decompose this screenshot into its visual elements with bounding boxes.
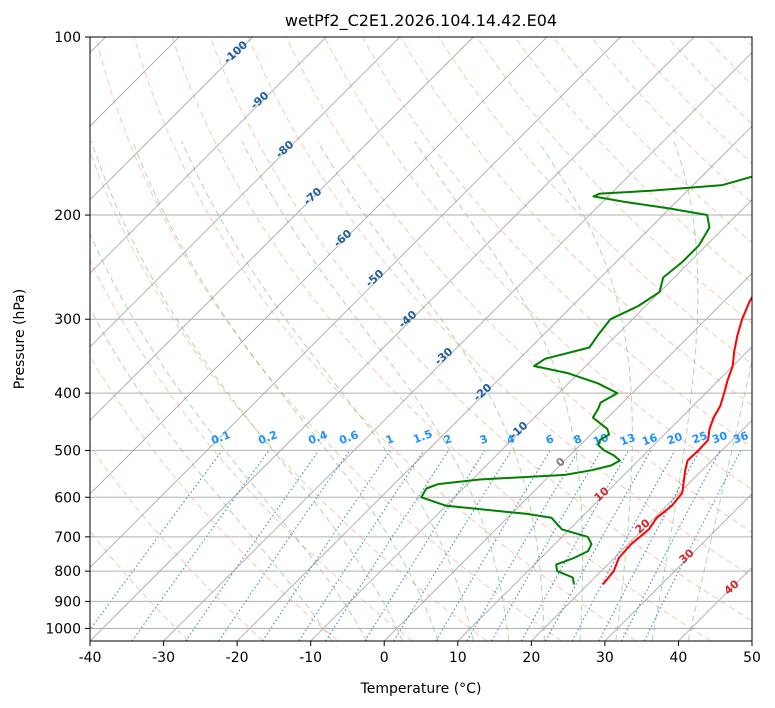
isotherm bbox=[90, 37, 254, 201]
isotherm bbox=[90, 37, 327, 274]
isotherm bbox=[90, 37, 401, 348]
isotherm bbox=[310, 198, 752, 641]
mixing-ratio-line bbox=[90, 450, 223, 631]
y-tick-label: 500 bbox=[54, 443, 81, 459]
mixing-ratio-label: 3 bbox=[478, 432, 490, 447]
isotherm bbox=[90, 37, 621, 569]
plot-frame bbox=[89, 36, 753, 642]
dry-adiabat bbox=[476, 37, 752, 324]
mixing-ratio-label: 4 bbox=[505, 432, 517, 447]
mixing-ratio-line bbox=[298, 450, 425, 641]
dry-adiabat bbox=[95, 37, 562, 641]
dry-adiabat bbox=[133, 37, 637, 641]
dry-adiabat bbox=[285, 37, 752, 534]
x-tick-label: -10 bbox=[299, 650, 322, 666]
dry-adiabat bbox=[171, 37, 712, 641]
isotherm bbox=[90, 37, 474, 422]
mixing-ratio-line bbox=[545, 450, 652, 641]
isotherm bbox=[457, 346, 752, 641]
dry-adiabat bbox=[90, 259, 413, 641]
mixing-ratio-label: 1 bbox=[384, 432, 396, 447]
mixing-ratio-label: 20 bbox=[665, 430, 684, 448]
dry-adiabat bbox=[514, 37, 752, 284]
dry-adiabat bbox=[247, 37, 752, 577]
y-tick-label: 200 bbox=[54, 208, 81, 224]
temperature-line bbox=[602, 295, 752, 585]
isotherm bbox=[90, 37, 548, 495]
y-tick-label: 600 bbox=[54, 490, 81, 506]
y-axis-ticks: 1000 900 800 700 600 500 400 300 200 100 bbox=[45, 30, 90, 637]
isotherm bbox=[604, 493, 752, 641]
x-tick-label: 50 bbox=[743, 650, 761, 666]
profile-lines bbox=[420, 175, 752, 585]
dry-adiabat bbox=[590, 37, 752, 204]
isotherm bbox=[751, 640, 752, 641]
mixing-ratio-label: 6 bbox=[544, 432, 556, 447]
x-tick-label: 10 bbox=[449, 650, 467, 666]
dewpoint-line bbox=[420, 175, 752, 585]
plot-background bbox=[90, 37, 752, 641]
isotherm bbox=[236, 125, 752, 641]
y-axis-label: Pressure (hPa) bbox=[12, 289, 28, 389]
dry-adiabat bbox=[324, 37, 752, 490]
isotherm bbox=[163, 51, 752, 641]
x-tick-label: -20 bbox=[226, 650, 249, 666]
x-tick-label: 40 bbox=[670, 650, 688, 666]
mixing-ratio-label: 36 bbox=[731, 429, 750, 447]
isotherm bbox=[90, 37, 695, 641]
mixing-ratio-line bbox=[393, 450, 512, 641]
mixing-ratio-line bbox=[325, 450, 450, 641]
isotherm bbox=[530, 419, 752, 641]
y-tick-label: 700 bbox=[54, 530, 81, 546]
y-tick-label: 1000 bbox=[45, 621, 81, 637]
mixing-ratio-label: 1.5 bbox=[411, 427, 434, 446]
mixing-ratio-line bbox=[643, 450, 742, 641]
isotherm bbox=[383, 272, 752, 641]
mixing-ratio-line bbox=[261, 450, 391, 641]
mixing-ratio-label: 0.2 bbox=[256, 428, 279, 447]
x-axis-ticks: -40 -30 -20 -10 0 10 20 30 40 50 bbox=[79, 641, 761, 666]
mixing-ratio-label: 0.1 bbox=[209, 428, 232, 447]
mixing-ratio-label: 25 bbox=[690, 429, 709, 446]
x-tick-label: 20 bbox=[522, 650, 540, 666]
mixing-ratio-label: 0.4 bbox=[306, 428, 329, 447]
mixing-ratio-line bbox=[218, 450, 351, 641]
dry-adiabat bbox=[628, 37, 752, 165]
mixing-ratio-label: 16 bbox=[640, 431, 659, 449]
mixing-ratio-label: 30 bbox=[710, 429, 729, 447]
mixing-ratio-line bbox=[571, 450, 676, 641]
x-tick-label: 30 bbox=[596, 650, 614, 666]
x-axis-label: Temperature (°C) bbox=[360, 681, 482, 697]
mixing-ratio-line bbox=[131, 450, 270, 641]
y-tick-label: 900 bbox=[54, 594, 81, 610]
mixing-ratio-line bbox=[520, 450, 630, 641]
mixing-ratio-label: 8 bbox=[572, 432, 584, 447]
y-tick-label: 100 bbox=[54, 30, 81, 46]
x-tick-label: 0 bbox=[380, 650, 389, 666]
mixing-ratio-line bbox=[185, 450, 320, 641]
mixing-ratio-label: 13 bbox=[618, 431, 637, 448]
y-tick-label: 400 bbox=[54, 386, 81, 402]
dry-adiabat bbox=[400, 37, 752, 406]
x-tick-label: -40 bbox=[79, 650, 102, 666]
dry-adiabat bbox=[209, 37, 752, 622]
chart-title: wetPf2_C2E1.2026.104.14.42.E04 bbox=[285, 11, 557, 31]
mixing-ratio-label: 0.6 bbox=[337, 428, 360, 447]
y-tick-label: 800 bbox=[54, 564, 81, 580]
mixing-ratio-label: 2 bbox=[442, 432, 454, 447]
dry-adiabat bbox=[90, 444, 264, 641]
y-tick-label: 300 bbox=[54, 312, 81, 328]
x-tick-label: -30 bbox=[152, 650, 175, 666]
